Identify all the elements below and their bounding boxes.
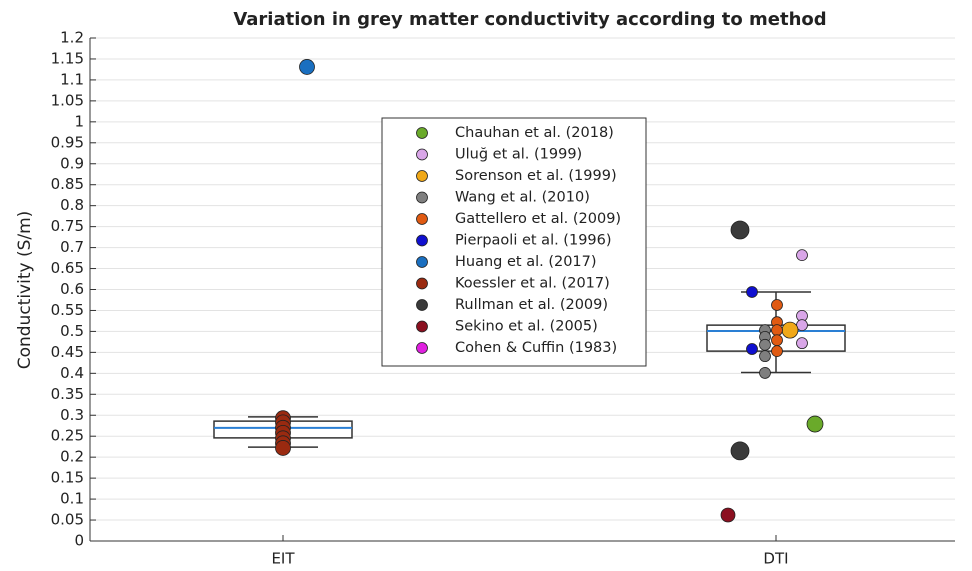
y-tick-label: 0.9 — [60, 154, 84, 172]
data-point — [759, 338, 771, 351]
legend-label: Rullman et al. (2009) — [455, 297, 608, 313]
legend-marker — [416, 127, 428, 139]
data-point — [746, 286, 758, 298]
data-point — [771, 299, 783, 311]
y-tick-label: 0.2 — [60, 448, 84, 466]
legend-marker — [416, 299, 428, 311]
legend-label: Chauhan et al. (2018) — [455, 125, 614, 141]
legend-label: Sekino et al. (2005) — [455, 319, 598, 335]
legend-marker — [416, 170, 428, 182]
legend-label: Gattellero et al. (2009) — [455, 211, 621, 227]
data-point — [759, 367, 771, 379]
legend-label: Sorenson et al. (1999) — [455, 168, 617, 184]
y-tick-label: 0.05 — [51, 511, 84, 529]
y-tick-label: 1.2 — [60, 29, 84, 47]
y-tick-label: 0.55 — [51, 301, 84, 319]
y-tick-label: 0.4 — [60, 364, 84, 382]
data-point — [730, 441, 750, 461]
data-point — [796, 337, 808, 350]
y-tick-label: 0.3 — [60, 406, 84, 424]
data-point — [771, 334, 783, 347]
legend-marker — [416, 213, 428, 225]
legend-label: Pierpaoli et al. (1996) — [455, 233, 612, 249]
legend-marker — [416, 148, 428, 161]
legend-marker — [416, 342, 428, 354]
y-tick-label: 0.25 — [51, 427, 84, 445]
y-tick-label: 0.85 — [51, 175, 84, 193]
y-tick-label: 0 — [74, 532, 84, 550]
y-tick-label: 0.6 — [60, 280, 84, 298]
y-tick-label: 0.8 — [60, 196, 84, 214]
legend-label: Koessler et al. (2017) — [455, 276, 610, 292]
y-tick-label: 0.15 — [51, 469, 84, 487]
data-point — [781, 321, 799, 339]
y-tick-label: 0.95 — [51, 133, 84, 151]
legend-label: Cohen & Cuffin (1983) — [455, 340, 617, 356]
y-tick-label: 1.15 — [51, 49, 84, 67]
data-point — [759, 350, 771, 363]
data-point — [806, 415, 824, 433]
legend-marker — [416, 277, 428, 290]
y-tick-label: 0.7 — [60, 238, 84, 256]
legend-marker — [416, 320, 428, 333]
x-tick-label: DTI — [763, 550, 788, 568]
legend-marker — [416, 191, 428, 204]
y-tick-label: 1.1 — [60, 70, 84, 88]
data-point — [275, 440, 291, 456]
y-tick-label: 0.1 — [60, 490, 84, 508]
data-point — [796, 249, 808, 262]
y-axis-label: Conductivity (S/m) — [15, 211, 35, 370]
data-point — [746, 343, 758, 355]
data-point — [771, 324, 783, 337]
legend-label: Uluğ et al. (1999) — [455, 147, 582, 163]
chart-title: Variation in grey matter conductivity ac… — [233, 9, 826, 30]
y-tick-label: 0.35 — [51, 385, 84, 403]
legend-marker — [416, 256, 428, 268]
legend-marker — [416, 234, 428, 247]
y-tick-label: 0.65 — [51, 259, 84, 277]
legend-label: Wang et al. (2010) — [455, 190, 590, 206]
data-point — [771, 345, 783, 358]
legend-label: Huang et al. (2017) — [455, 254, 597, 270]
y-tick-label: 1.05 — [51, 91, 84, 109]
y-tick-label: 0.75 — [51, 217, 84, 235]
data-point — [299, 59, 315, 75]
data-point — [730, 220, 750, 240]
y-tick-label: 0.45 — [51, 343, 84, 361]
y-tick-label: 1 — [74, 112, 84, 130]
x-tick-label: EIT — [271, 550, 295, 568]
y-tick-label: 0.5 — [60, 322, 84, 340]
data-point — [720, 507, 736, 523]
